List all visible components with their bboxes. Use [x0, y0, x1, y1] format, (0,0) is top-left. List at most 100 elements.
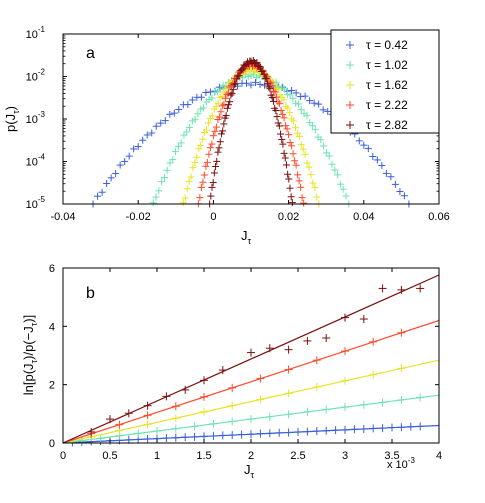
panel-b-point	[284, 365, 293, 374]
panel-a-point	[188, 96, 196, 104]
panel-a-point	[294, 171, 302, 179]
panel-a-point	[306, 97, 314, 105]
panel-a-point	[286, 184, 294, 192]
panel-a-point	[143, 131, 151, 139]
panel-a-point	[328, 160, 336, 168]
panel-a-point	[189, 164, 197, 172]
panel-a-point	[207, 192, 215, 200]
panel-b-point	[143, 420, 152, 429]
panel-b-point	[247, 348, 255, 357]
panel-b-x-ticks: 0 0.5 1 1.5 2 2.5 3 3.5 4	[60, 268, 442, 462]
panel-a-x-tick-label: 0.04	[353, 211, 374, 223]
panel-a-point	[177, 139, 185, 147]
panel-a-point	[301, 150, 309, 158]
panel-a-legend-label: τ = 1.02	[366, 58, 408, 72]
panel-a-point	[297, 141, 305, 149]
panel-a-point	[274, 119, 282, 127]
panel-a-point	[225, 101, 233, 109]
panel-a-point	[313, 193, 321, 201]
panel-b-point	[369, 370, 378, 379]
panel-a-point	[266, 85, 274, 93]
panel-a-point	[148, 129, 156, 137]
panel-b-x-tick-label: 2.5	[290, 450, 305, 462]
panel-a-point	[355, 137, 363, 145]
panel-b-point	[200, 392, 208, 401]
panel-a-point	[208, 112, 216, 120]
panel-b-series-5	[62, 274, 440, 444]
panel-a-point	[214, 99, 222, 107]
panel-a-point	[232, 80, 240, 88]
panel-a-point	[197, 142, 205, 150]
panel-a-point	[208, 94, 216, 102]
panel-b-y-tick-label: 2	[49, 380, 55, 392]
panel-a-point	[235, 72, 243, 80]
panel-a-y-tick-label: 10-5	[26, 195, 46, 211]
panel-a-point	[284, 170, 292, 178]
panel-b-point	[143, 401, 152, 410]
panel-a-point	[163, 166, 171, 174]
panel-a-point	[134, 143, 142, 151]
panel-b-point	[209, 419, 218, 428]
panel-a-point	[311, 184, 319, 192]
panel-b-y-axis-label: ln[p(Jτ)/p(−Jτ)]	[21, 315, 39, 395]
panel-a-point	[291, 157, 299, 165]
panel-b-point	[218, 366, 227, 375]
panel-a-x-tick-label: 0.06	[428, 211, 449, 223]
panel-a-x-tick-label: -0.02	[126, 211, 151, 223]
panel-a-point	[315, 100, 323, 108]
panel-a-point	[152, 122, 160, 130]
panel-a-legend-marker	[346, 121, 354, 129]
panel-a-point	[273, 113, 281, 121]
panel-a-point	[222, 112, 230, 120]
panel-a-point	[310, 99, 318, 107]
panel-a-point	[208, 140, 216, 148]
panel-b-series-4	[62, 319, 440, 444]
panel-a-point	[274, 98, 282, 106]
panel-a-point	[339, 185, 347, 193]
panel-b-point	[359, 425, 368, 433]
panel-a-point	[215, 113, 223, 121]
panel-a-point	[307, 171, 315, 179]
panel-a-legend-label: τ = 2.22	[366, 98, 408, 112]
panel-b-point	[312, 427, 321, 436]
panel-b-point	[369, 424, 378, 433]
panel-b-x-tick-label: 2	[248, 450, 254, 462]
panel-b-point	[284, 345, 293, 354]
panel-a-point	[295, 177, 303, 185]
panel-a-point	[387, 173, 395, 181]
panel-a-point	[299, 145, 307, 153]
panel-a-point	[262, 75, 270, 83]
panel-a-point	[255, 62, 263, 70]
panel-a-point	[287, 193, 295, 201]
panel-a-point	[309, 179, 317, 187]
panel-a-point	[116, 161, 124, 169]
panel-a-point	[292, 161, 300, 169]
panel-a-point	[209, 179, 217, 187]
panel-b-point	[106, 415, 114, 424]
panel-a-label: a	[86, 45, 95, 62]
panel-b-point	[265, 412, 274, 421]
panel-b-point	[87, 427, 96, 436]
panel-b-point	[256, 395, 265, 404]
panel-a-point	[214, 148, 222, 156]
panel-a-point	[285, 175, 293, 183]
panel-a-point	[160, 174, 168, 182]
panel-a-point	[223, 104, 231, 112]
panel-b-point	[171, 414, 180, 423]
panel-a-point	[107, 174, 115, 182]
panel-a-point	[311, 126, 319, 134]
panel-a-point	[221, 94, 229, 102]
panel-b-point	[265, 429, 274, 438]
panel-a-point	[279, 110, 287, 118]
panel-b-point	[284, 389, 293, 398]
panel-b-point	[397, 328, 406, 337]
panel-a-point	[297, 106, 305, 114]
panel-a-point	[210, 169, 218, 177]
panel-b-point	[416, 393, 425, 402]
panel-a-point	[281, 154, 289, 162]
panel-b-point	[341, 403, 349, 412]
panel-a-point	[157, 119, 165, 127]
panel-a-y-axis-label: p(Jτ)	[3, 106, 21, 132]
panel-b-point	[228, 401, 237, 410]
panel-a-point	[256, 63, 264, 71]
